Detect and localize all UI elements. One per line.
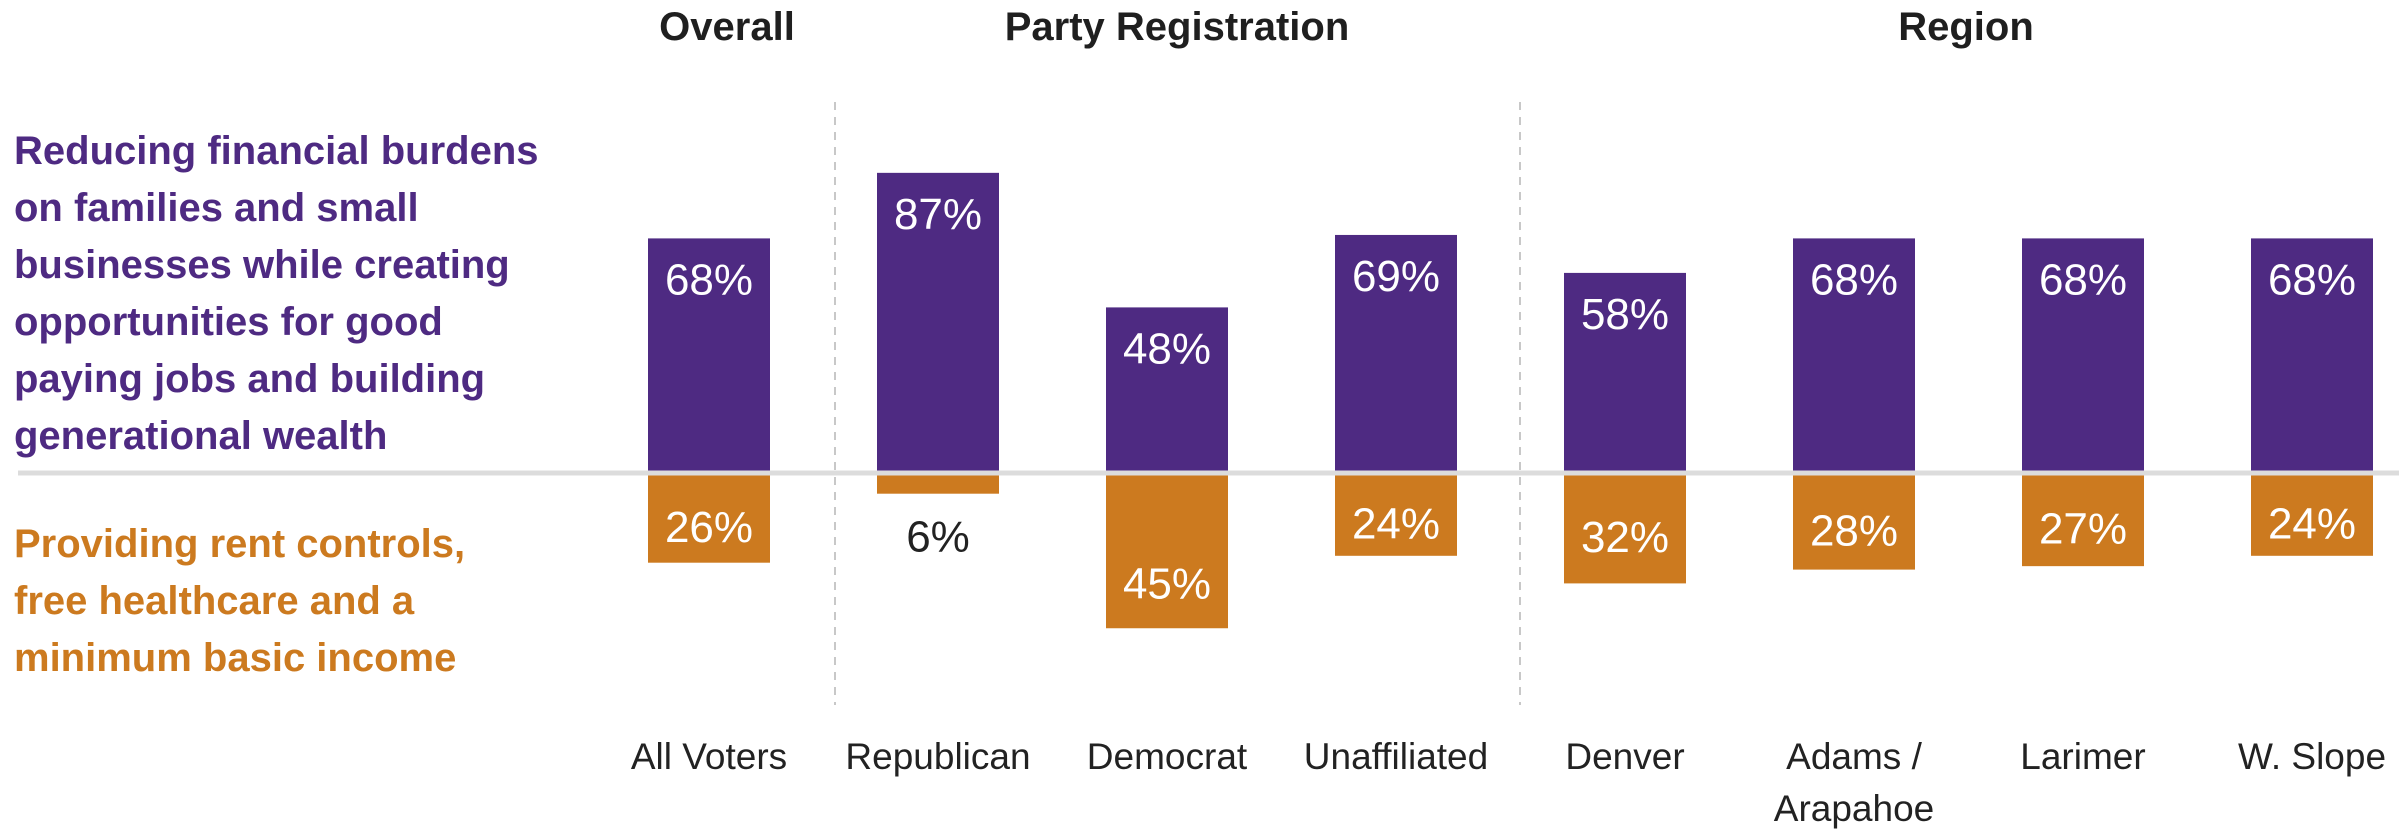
bar-negative-denver <box>1564 473 1686 584</box>
bar-negative-adams-arapahoe <box>1793 473 1915 570</box>
series-label-line: minimum basic income <box>14 636 456 680</box>
value-label-negative-denver: 32% <box>1581 513 1669 562</box>
series-label-line: free healthcare and a <box>14 579 415 623</box>
series-label-line: Reducing financial burdens <box>14 129 539 173</box>
category-label-adams-arapahoe: Adams / Arapahoe <box>1774 736 1934 829</box>
bar-positive-republican <box>877 172 999 473</box>
value-label-positive-republican: 87% <box>894 190 982 239</box>
bar-positive-adams-arapahoe <box>1793 238 1915 473</box>
series-label-2: Providing rent controls, free healthcare … <box>14 522 465 680</box>
bar-positive-unaffiliated <box>1335 234 1457 473</box>
value-label-positive-larimer: 68% <box>2039 255 2127 304</box>
bar-negative-republican <box>877 473 999 494</box>
series-label-line: Providing rent controls, <box>14 522 465 566</box>
bar-positive-all-voters <box>648 238 770 473</box>
series-label-line: opportunities for good <box>14 300 443 344</box>
value-label-positive-denver: 58% <box>1581 290 1669 339</box>
bar-positive-democrat <box>1106 307 1228 473</box>
series-labels: Reducing financial burdens on families an… <box>14 129 539 680</box>
value-label-negative-adams-arapahoe: 28% <box>1810 506 1898 555</box>
bars <box>648 172 2373 629</box>
bar-negative-democrat <box>1106 473 1228 629</box>
value-label-positive-all-voters: 68% <box>665 255 753 304</box>
bar-negative-w-slope <box>2251 473 2373 556</box>
value-label-negative-democrat: 45% <box>1123 559 1211 608</box>
value-label-positive-adams-arapahoe: 68% <box>1810 255 1898 304</box>
category-label-unaffiliated: Unaffiliated <box>1304 736 1488 777</box>
series-label-line: paying jobs and building <box>14 357 485 401</box>
value-labels: 68% 87% 48% 69% 58% 68% 68% 68% 26% 6% 45% 24% 32% 28… <box>665 190 2356 608</box>
value-label-negative-republican: 6% <box>906 513 970 562</box>
category-label-w-slope: W. Slope <box>2238 736 2386 777</box>
category-label-all-voters: All Voters <box>631 736 787 777</box>
value-label-positive-w-slope: 68% <box>2268 255 2356 304</box>
group-title-overall: Overall <box>659 5 795 49</box>
value-label-negative-all-voters: 26% <box>665 503 753 552</box>
series-label-line: generational wealth <box>14 414 387 458</box>
bar-negative-unaffiliated <box>1335 473 1457 556</box>
category-label-democrat: Democrat <box>1087 736 1248 777</box>
bar-positive-larimer <box>2022 238 2144 473</box>
value-label-positive-unaffiliated: 69% <box>1352 252 1440 301</box>
category-label-larimer: Larimer <box>2020 736 2145 777</box>
series-label-line: businesses while creating <box>14 243 510 287</box>
bar-negative-larimer <box>2022 473 2144 567</box>
group-titles: Overall Party Registration Region <box>659 5 2034 49</box>
category-label-republican: Republican <box>845 736 1030 777</box>
bar-negative-all-voters <box>648 473 770 563</box>
value-label-positive-democrat: 48% <box>1123 324 1211 373</box>
category-labels: All Voters Republican Democrat Unaffiliated… <box>631 736 2386 829</box>
value-label-negative-larimer: 27% <box>2039 505 2127 554</box>
value-label-negative-unaffiliated: 24% <box>1352 499 1440 548</box>
group-title-party-registration: Party Registration <box>1005 5 1350 49</box>
bar-positive-w-slope <box>2251 238 2373 473</box>
bar-positive-denver <box>1564 272 1686 473</box>
value-label-negative-w-slope: 24% <box>2268 499 2356 548</box>
group-title-region: Region <box>1898 5 2034 49</box>
category-label-denver: Denver <box>1565 736 1684 777</box>
series-label-line: on families and small <box>14 186 419 230</box>
group-dividers <box>834 102 1521 705</box>
series-label-1: Reducing financial burdens on families an… <box>14 129 539 458</box>
